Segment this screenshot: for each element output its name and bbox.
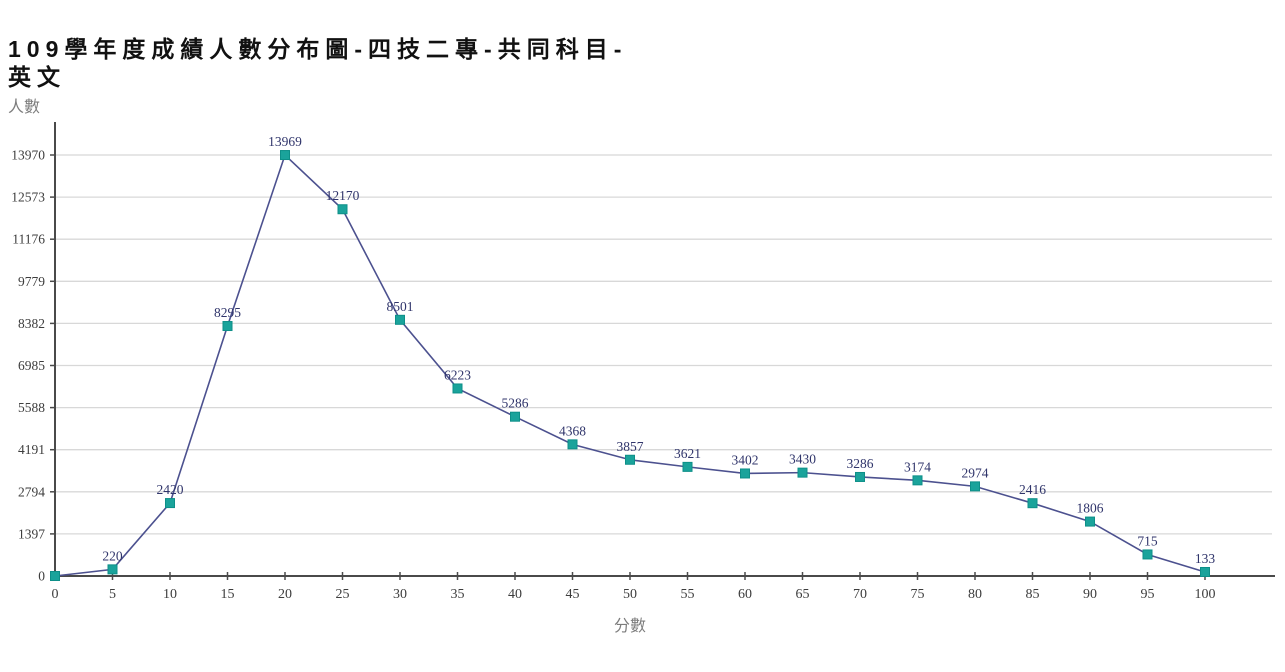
data-point-marker [165,498,175,509]
data-point-label: 3430 [789,452,816,467]
x-tick-label: 50 [623,587,637,602]
x-tick-label: 100 [1195,587,1216,602]
data-point-marker [1027,498,1038,509]
data-point-label: 4368 [559,423,586,438]
x-axis-title: 分數 [613,618,646,635]
x-tick-label: 90 [1083,587,1097,602]
data-point-marker [510,411,520,422]
data-point-label: 2974 [962,465,989,480]
data-point-label: 133 [1195,551,1216,566]
data-point-marker [567,439,578,450]
x-tick-label: 0 [52,587,59,602]
data-point-marker [395,314,405,325]
y-tick-label: 6985 [18,358,45,373]
data-point-marker [740,468,750,479]
data-point-marker [970,481,980,492]
x-tick-label: 5 [109,587,116,602]
data-point-marker [280,150,290,161]
x-tick-label: 65 [796,587,810,602]
data-point-label: 2420 [157,482,184,497]
data-point-label: 6223 [444,367,471,382]
x-tick-label: 40 [508,587,522,602]
data-point-label: 12170 [326,188,360,203]
y-tick-label: 8382 [18,316,45,331]
data-point-label: 8295 [214,305,241,320]
y-tick-label: 13970 [11,148,45,163]
y-tick-label: 4191 [18,442,45,457]
data-point-label: 3286 [847,456,874,471]
data-point-label: 3621 [674,446,701,461]
x-tick-label: 85 [1026,587,1040,602]
y-tick-label: 1397 [18,526,45,541]
data-point-marker [452,383,463,394]
data-point-marker [912,475,923,486]
x-tick-label: 25 [336,587,350,602]
x-tick-label: 35 [451,587,465,602]
data-point-label: 3857 [617,439,644,454]
data-point-label: 5286 [502,396,529,411]
x-tick-label: 55 [681,587,695,602]
data-point-marker [1142,549,1153,560]
data-point-marker [1085,516,1095,527]
y-tick-label: 0 [38,569,45,584]
x-tick-label: 70 [853,587,867,602]
data-point-label: 8501 [387,299,414,314]
data-point-marker [682,461,693,472]
data-point-label: 220 [102,548,123,563]
x-tick-label: 75 [911,587,925,602]
x-tick-label: 30 [393,587,407,602]
x-tick-label: 60 [738,587,752,602]
y-tick-label: 9779 [18,274,45,289]
data-point-label: 1806 [1077,501,1104,516]
data-point-marker [797,467,808,478]
data-point-label: 2416 [1019,482,1046,497]
x-tick-label: 20 [278,587,292,602]
x-tick-label: 15 [221,587,235,602]
data-point-marker [50,571,60,581]
y-axis-title: 人數 [8,99,41,116]
data-point-label: 3174 [904,459,931,474]
x-tick-label: 95 [1141,587,1155,602]
x-tick-label: 80 [968,587,982,602]
x-tick-label: 10 [163,587,177,602]
y-tick-label: 11176 [12,232,45,247]
data-point-marker [222,321,233,332]
x-tick-label: 45 [566,587,580,602]
data-point-label: 13969 [268,134,302,149]
data-point-marker [337,204,348,215]
y-tick-label: 5588 [18,400,45,415]
y-tick-label: 12573 [11,190,45,205]
data-point-marker [107,564,118,575]
data-point-label: 3402 [732,452,759,467]
data-point-marker [625,454,635,465]
data-point-label: 715 [1137,533,1158,548]
y-tick-label: 2794 [18,484,45,499]
data-point-marker [1200,566,1210,577]
data-point-marker [855,471,865,482]
chart-title: 109學年度成績人數分布圖-四技二專-共同科目-英文 [8,36,628,90]
